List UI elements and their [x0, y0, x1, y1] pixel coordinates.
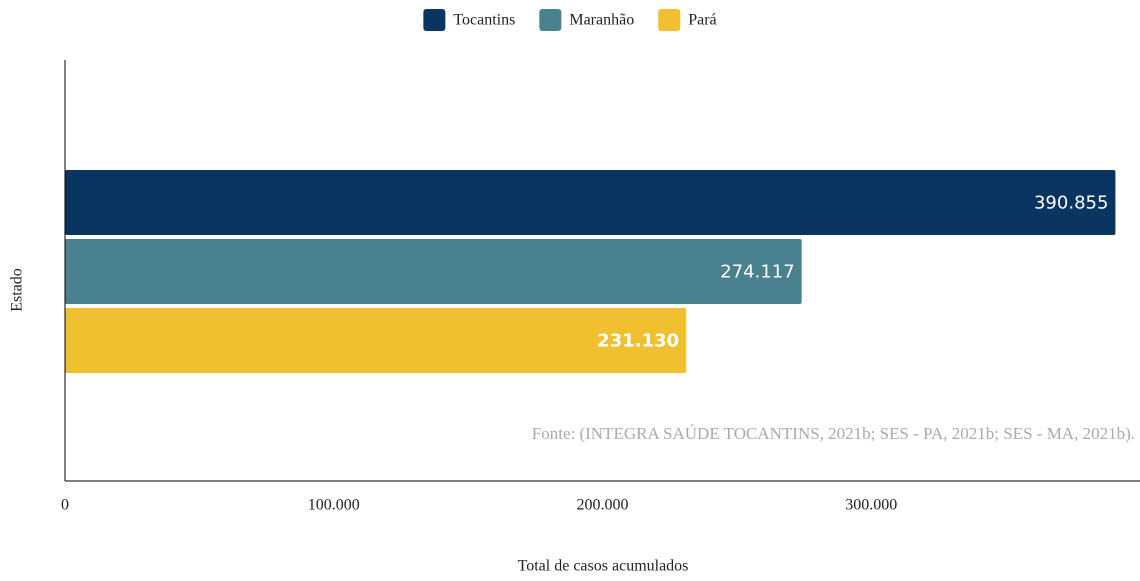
legend-swatch — [539, 9, 562, 31]
value-label: 274.117 — [720, 262, 794, 283]
x-tick-label: 200.000 — [577, 497, 629, 514]
bar — [65, 239, 802, 304]
value-label: 231.130 — [597, 331, 679, 352]
x-tick-label: 300.000 — [845, 497, 897, 514]
bar — [65, 308, 687, 373]
value-label: 390.855 — [1034, 193, 1108, 214]
annotation: Fonte: (INTEGRA SAÚDE TOCANTINS, 2021b; … — [532, 424, 1135, 443]
legend-swatch — [423, 9, 446, 31]
x-tick-label: 100.000 — [308, 497, 360, 514]
bar — [65, 170, 1116, 235]
x-tick-label: 0 — [61, 497, 69, 514]
x-axis-label: Total de casos acumulados — [518, 558, 689, 575]
legend-label: Maranhão — [569, 12, 634, 29]
legend-swatch — [658, 9, 681, 31]
y-axis-label: Estado — [9, 268, 26, 312]
legend-label: Pará — [688, 12, 716, 29]
legend-label: Tocantins — [453, 12, 515, 29]
